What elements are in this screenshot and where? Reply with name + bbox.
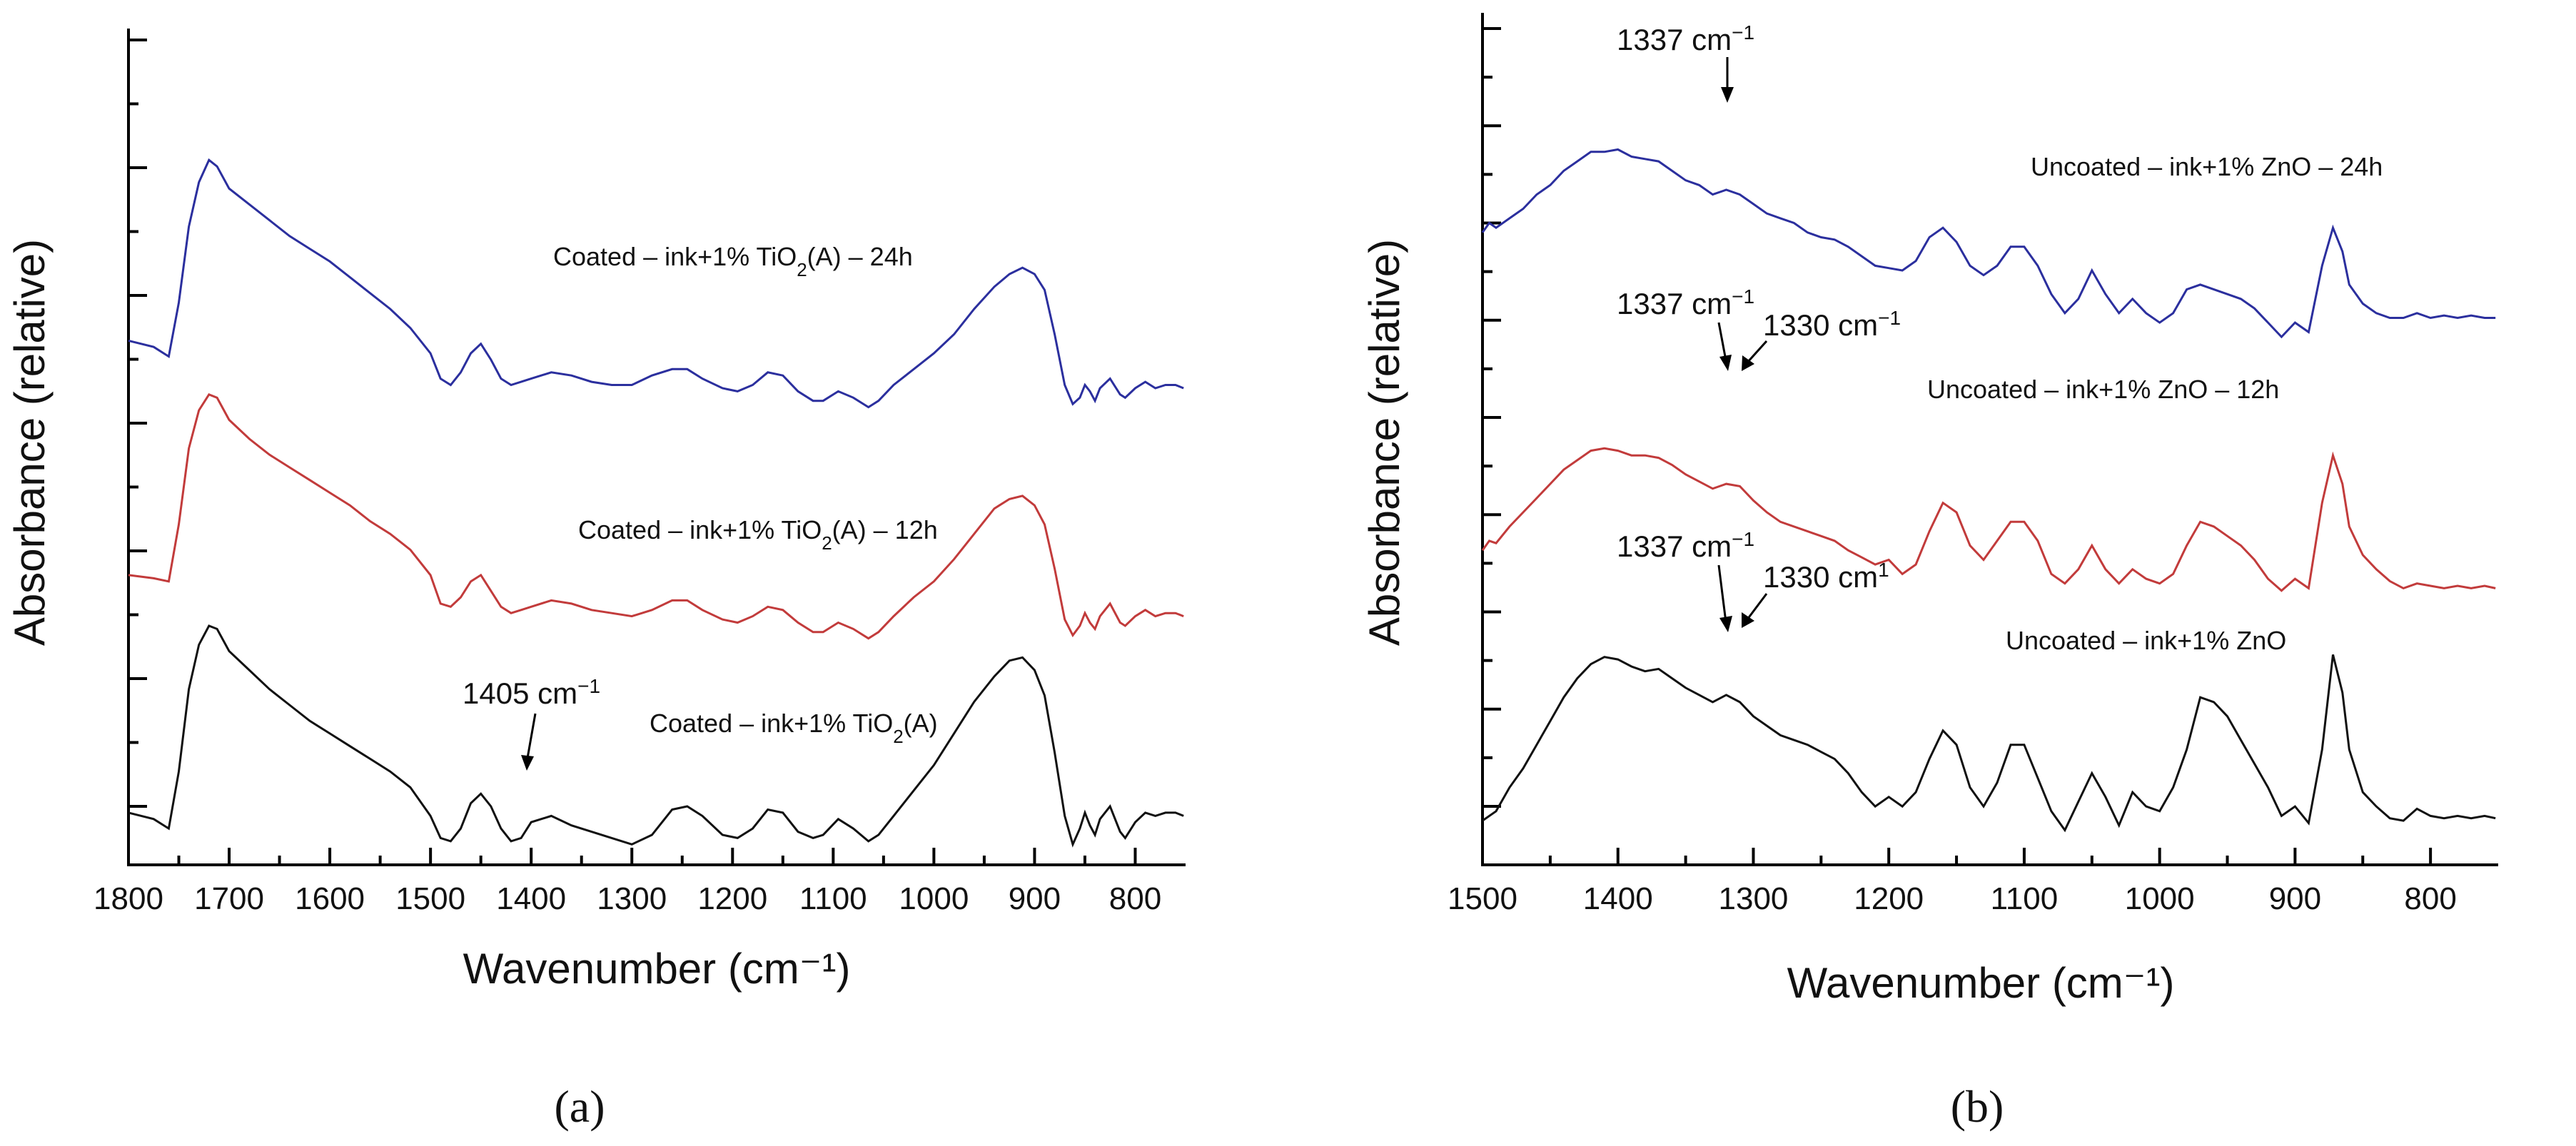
panel-a-annotation-1405: 1405 cm−1	[463, 675, 600, 711]
panel-b-series-line-2	[1482, 654, 2496, 833]
panel-b-x-ticks: 1500 1400 1300 1200 1100 1000 900 800	[1448, 848, 2457, 916]
panel-a-series-line-0	[128, 158, 1184, 409]
panel-b-axis-frame	[1481, 13, 2498, 866]
panel-b-annotation-1330-bottom: 1330 cm1	[1763, 559, 1889, 594]
panel-a-x-tick-label: 1700	[194, 881, 264, 916]
panel-a-x-tick-label: 1100	[799, 881, 867, 916]
panel-a-series-label-base-tail: (A)	[904, 709, 938, 738]
panel-a-annotation-1405-text: 1405 cm	[463, 676, 577, 710]
panel-b-series-line-0	[1481, 148, 2496, 339]
panel-a: 1800 1700 1600 1500 1400 1300 1200 1100 1000 900 8…	[6, 29, 1186, 1132]
panel-a-x-tick-label: 1500	[395, 881, 465, 916]
panel-a-series-label-12h: Coated – ink+1% TiO2(A) – 12h	[578, 515, 938, 554]
panel-a-label: (a)	[554, 1081, 605, 1132]
panel-b-annotation-1337-top-text: 1337 cm	[1617, 23, 1732, 56]
panel-a-annotation-1405-arrow	[521, 713, 537, 771]
panel-b-annotation-1330-bottom-arrow	[1742, 593, 1768, 628]
panel-a-series-line-2	[128, 624, 1184, 848]
panel-a-x-tick-label: 800	[1109, 881, 1161, 916]
panel-a-y-ticks	[128, 39, 147, 808]
panel-a-series-label-base-sub: 2	[893, 726, 903, 747]
panel-b-annotation-1330-bottom-sup: 1	[1878, 559, 1889, 581]
panel-a-x-axis-title: Wavenumber (cm⁻¹)	[463, 945, 851, 993]
panel-a-series-label-24h-main: Coated – ink+1% TiO	[553, 242, 797, 271]
panel-b-y-axis-title: Absorbance (relative)	[1360, 239, 1408, 646]
panel-b: 1500 1400 1300 1200 1100 1000 900 800 Absorbanc…	[1360, 13, 2498, 1132]
panel-b-x-tick-label: 1200	[1854, 881, 1924, 916]
panel-b-series-label-12h: Uncoated – ink+1% ZnO – 12h	[1927, 375, 2279, 404]
panel-a-x-tick-label: 1400	[496, 881, 566, 916]
panel-b-x-tick-label: 1300	[1719, 881, 1789, 916]
panel-a-x-tick-label: 1800	[94, 881, 163, 916]
panel-a-series-label-base: Coated – ink+1% TiO2(A)	[650, 709, 938, 747]
panel-a-x-tick-label: 1300	[597, 881, 667, 916]
panel-a-x-tick-label: 1600	[295, 881, 365, 916]
panel-b-annotation-1337-bottom-sup: −1	[1732, 528, 1754, 550]
panel-b-x-tick-label: 800	[2404, 881, 2456, 916]
panel-b-annotation-1337-mid: 1337 cm−1	[1617, 285, 1754, 321]
panel-b-x-axis-title: Wavenumber (cm⁻¹)	[1787, 959, 2175, 1007]
panel-b-annotation-1337-bottom: 1337 cm−1	[1617, 528, 1754, 564]
panel-a-series-label-12h-tail: (A) – 12h	[832, 515, 938, 544]
panel-b-annotation-1337-top: 1337 cm−1	[1617, 21, 1754, 57]
panel-b-series-line-1	[1481, 447, 2496, 592]
panel-b-annotation-1330-mid-arrow	[1742, 340, 1768, 371]
panel-a-series-label-24h-sub: 2	[797, 259, 807, 280]
panel-a-series-label-12h-sub: 2	[822, 532, 832, 554]
panel-b-x-tick-label: 900	[2269, 881, 2321, 916]
panel-a-series-line-1	[128, 392, 1184, 640]
panel-b-series	[1481, 148, 2496, 833]
panel-b-annotation-1337-mid-sup: −1	[1732, 285, 1754, 308]
panel-b-series-label-24h: Uncoated – ink+1% ZnO – 24h	[2031, 152, 2383, 181]
panel-b-label: (b)	[1951, 1081, 2004, 1132]
panel-b-annotation-1337-top-sup: −1	[1732, 21, 1754, 44]
panel-b-x-tick-label: 1000	[2125, 881, 2195, 916]
panel-b-annotation-1330-mid: 1330 cm−1	[1763, 307, 1901, 343]
panel-b-annotation-1337-bottom-arrow	[1717, 564, 1732, 632]
panel-a-annotation-1405-sup: −1	[577, 675, 600, 697]
panel-b-x-tick-label: 1500	[1448, 881, 1517, 916]
panel-a-series	[128, 158, 1184, 848]
panel-a-y-axis-title: Absorbance (relative)	[6, 239, 54, 646]
panel-a-x-tick-label: 1000	[899, 881, 969, 916]
panel-b-annotation-1337-mid-text: 1337 cm	[1617, 287, 1732, 320]
panel-b-annotation-1330-bottom-text: 1330 cm	[1763, 560, 1878, 594]
panel-b-annotation-1337-mid-arrow	[1717, 322, 1732, 371]
panel-a-x-ticks: 1800 1700 1600 1500 1400 1300 1200 1100 1000 900 8…	[94, 848, 1161, 916]
panel-b-annotation-1330-mid-sup: −1	[1878, 307, 1901, 329]
panel-a-series-label-12h-main: Coated – ink+1% TiO	[578, 515, 822, 544]
panel-a-series-label-base-main: Coated – ink+1% TiO	[650, 709, 893, 738]
panel-b-x-tick-label: 1400	[1583, 881, 1653, 916]
panel-b-annotation-1337-top-arrow	[1721, 57, 1734, 103]
panel-a-x-tick-label: 900	[1009, 881, 1061, 916]
panel-b-x-tick-label: 1100	[1991, 881, 2059, 916]
panel-b-annotation-1330-mid-text: 1330 cm	[1763, 308, 1878, 342]
panel-a-x-tick-label: 1200	[697, 881, 767, 916]
panel-b-y-ticks	[1483, 27, 1501, 808]
panel-b-annotation-1337-bottom-text: 1337 cm	[1617, 529, 1732, 563]
panel-a-series-label-24h: Coated – ink+1% TiO2(A) – 24h	[553, 242, 913, 280]
panel-b-series-label-base: Uncoated – ink+1% ZnO	[2006, 626, 2286, 655]
panel-a-axis-frame	[127, 29, 1186, 866]
panel-a-series-label-24h-tail: (A) – 24h	[807, 242, 913, 271]
